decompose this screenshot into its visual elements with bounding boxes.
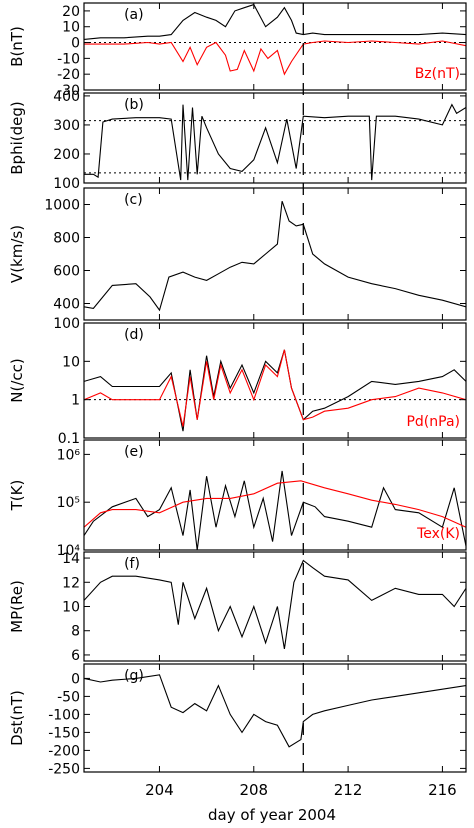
series-line-main <box>84 349 466 432</box>
panel-tag: (g) <box>124 668 144 684</box>
x-tick-label: 208 <box>239 781 268 799</box>
y-tick-label: -20 <box>57 67 80 83</box>
y-axis-label: Dst(nT) <box>8 690 26 746</box>
y-tick-label: -30 <box>57 83 80 99</box>
panel-tag: (d) <box>124 327 144 343</box>
panel-frame <box>83 551 467 662</box>
panel-c: 400 600 800 1000 (c) V(km/s) <box>8 187 467 321</box>
y-tick-label: -10 <box>57 51 80 67</box>
y-tick-label: 0 <box>71 36 80 52</box>
y-tick-label: 100 <box>53 316 80 332</box>
series-line-pdnpa <box>84 349 466 427</box>
series-legend-label: Tex(K) <box>416 526 460 542</box>
panel-g: -250 -200 -150 -100 -50 0 (g) Dst(nT) <box>8 663 467 777</box>
panel-tag: (f) <box>124 556 140 572</box>
y-tick-label: 800 <box>53 231 80 247</box>
y-tick-label: -50 <box>57 689 80 705</box>
series-line-main <box>84 674 466 748</box>
panel-tag: (e) <box>124 444 144 460</box>
panel-e: 10⁴ 10⁵ 10⁶ (e) T(K) Tex(K) <box>8 439 467 559</box>
panel-d: 0.1 1 10 100 (d) N(/cc) Pd(nPa) <box>8 316 467 447</box>
y-tick-label: -150 <box>48 725 80 741</box>
y-tick-label: 10⁶ <box>57 447 81 463</box>
y-tick-label: 10 <box>62 20 80 36</box>
series-line-main <box>84 103 466 181</box>
series-line-bznt <box>84 40 466 76</box>
y-tick-label: 300 <box>53 118 80 134</box>
y-tick-label: 400 <box>53 89 80 105</box>
y-tick-label: 400 <box>53 297 80 313</box>
y-tick-label: 10 <box>62 354 80 370</box>
y-tick-label: 8 <box>71 624 80 640</box>
panel-frame <box>83 187 467 321</box>
y-tick-label: 0.1 <box>58 431 80 447</box>
panel-frame <box>83 663 467 773</box>
y-tick-label: -250 <box>48 761 80 777</box>
y-axis-label: MP(Re) <box>8 580 26 633</box>
x-tick-label: 212 <box>334 781 363 799</box>
panel-tag: (c) <box>124 192 143 208</box>
x-tick-label: 204 <box>145 781 174 799</box>
y-axis-label: N(/cc) <box>8 358 26 402</box>
series-line-main <box>84 470 466 550</box>
series-line-main <box>84 3 466 40</box>
panel-frame <box>83 92 467 184</box>
panel-b: 100 200 300 400 (b) Bphi(deg) <box>8 89 467 192</box>
panel-tag: (a) <box>124 7 144 23</box>
y-tick-label: 1 <box>71 393 80 409</box>
y-tick-label: 6 <box>71 648 80 664</box>
y-axis-label: T(K) <box>8 480 26 512</box>
y-tick-label: 200 <box>53 147 80 163</box>
y-tick-label: 0 <box>71 671 80 687</box>
panel-f: 6 8 10 12 14 (f) MP(Re) <box>8 551 467 664</box>
panel-frame <box>83 439 467 551</box>
series-line-main <box>84 559 466 649</box>
y-tick-label: 1000 <box>44 198 80 214</box>
series-line-texk <box>84 480 466 528</box>
panel-frame <box>83 322 467 439</box>
series-legend-label: Bz(nT) <box>415 66 460 82</box>
y-axis-label: B(nT) <box>8 26 26 67</box>
y-tick-label: 20 <box>62 4 80 20</box>
x-axis-label: day of year 2004 <box>208 806 336 824</box>
y-tick-label: 10⁵ <box>57 495 80 511</box>
y-tick-label: 10⁴ <box>57 543 81 559</box>
series-line-main <box>84 201 466 312</box>
y-tick-label: 14 <box>62 551 80 567</box>
y-tick-label: 600 <box>53 264 80 280</box>
panel-tag: (b) <box>124 97 144 113</box>
panel-frame <box>83 2 467 91</box>
y-tick-label: -100 <box>48 707 80 723</box>
series-legend-label: Pd(nPa) <box>406 414 460 430</box>
y-tick-label: 10 <box>62 600 80 616</box>
y-tick-label: 12 <box>62 575 80 591</box>
y-axis-label: V(km/s) <box>8 225 26 283</box>
x-tick-label: 216 <box>428 781 457 799</box>
y-tick-label: -200 <box>48 743 80 759</box>
y-axis-label: Bphi(deg) <box>8 101 26 174</box>
y-tick-label: 100 <box>53 176 80 192</box>
